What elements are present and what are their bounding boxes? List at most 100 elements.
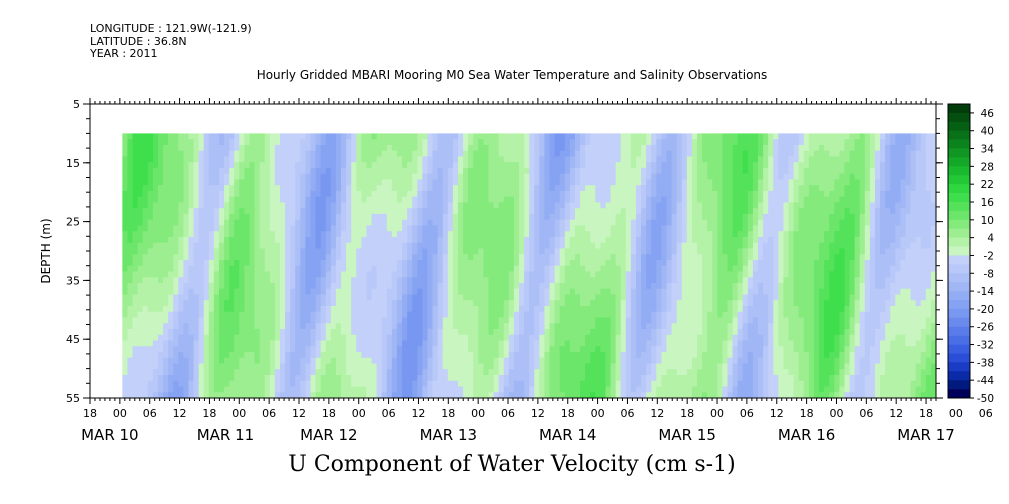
heatmap-cell xyxy=(513,225,520,232)
heatmap-cell xyxy=(285,357,291,364)
heatmap-cell xyxy=(127,277,133,284)
heatmap-cell xyxy=(320,357,327,364)
heatmap-cell xyxy=(218,133,225,140)
heatmap-cell xyxy=(635,374,642,382)
heatmap-cell xyxy=(468,386,474,393)
heatmap-cell xyxy=(279,340,286,347)
heatmap-cell xyxy=(371,167,378,175)
heatmap-cell xyxy=(198,294,205,301)
heatmap-cell xyxy=(132,162,139,169)
heatmap-cell xyxy=(432,219,439,226)
heatmap-cell xyxy=(361,328,367,336)
heatmap-cell xyxy=(615,265,622,272)
heatmap-cell xyxy=(122,277,128,284)
heatmap-cell xyxy=(198,271,205,278)
heatmap-cell xyxy=(346,265,352,272)
heatmap-cell xyxy=(183,305,189,313)
heatmap-cell xyxy=(513,282,520,290)
heatmap-cell xyxy=(635,328,642,336)
heatmap-cell xyxy=(315,357,322,364)
heatmap-cell xyxy=(330,219,337,226)
heatmap-cell xyxy=(483,190,489,198)
heatmap-cell xyxy=(264,179,271,186)
heatmap-cell xyxy=(152,225,159,232)
heatmap-cell xyxy=(666,294,672,301)
heatmap-cell xyxy=(351,386,357,393)
heatmap-cell xyxy=(422,150,428,157)
heatmap-cell xyxy=(488,190,494,198)
heatmap-cell xyxy=(590,254,596,261)
heatmap-cell xyxy=(127,219,133,226)
heatmap-cell xyxy=(656,225,662,232)
heatmap-cell xyxy=(330,300,337,307)
heatmap-cell xyxy=(366,300,372,307)
heatmap-cell xyxy=(585,225,591,232)
heatmap-cell xyxy=(381,323,388,330)
heatmap-cell xyxy=(417,248,423,255)
heatmap-cell xyxy=(163,282,169,290)
heatmap-cell xyxy=(539,265,545,272)
heatmap-cell xyxy=(625,323,632,330)
metadata-block: LONGITUDE : 121.9W(-121.9) LATITUDE : 36… xyxy=(90,22,252,61)
heatmap-cell xyxy=(305,392,311,399)
heatmap-cell xyxy=(402,259,408,267)
heatmap-cell xyxy=(315,259,322,267)
heatmap-cell xyxy=(249,248,255,255)
heatmap-cell xyxy=(595,363,601,370)
heatmap-cell xyxy=(529,392,535,399)
heatmap-cell xyxy=(218,351,225,359)
heatmap-cell xyxy=(234,202,240,209)
heatmap-cell xyxy=(498,133,505,140)
heatmap-cell xyxy=(361,213,367,221)
heatmap-cell xyxy=(188,317,194,324)
heatmap-cell xyxy=(173,242,179,249)
heatmap-cell xyxy=(488,351,494,359)
heatmap-cell xyxy=(132,248,139,255)
heatmap-cell xyxy=(554,167,561,175)
heatmap-cell xyxy=(447,277,454,284)
heatmap-cell xyxy=(127,208,133,215)
heatmap-cell xyxy=(442,300,449,307)
heatmap-cell xyxy=(244,213,250,221)
heatmap-cell xyxy=(224,236,230,244)
heatmap-cell xyxy=(218,231,225,238)
heatmap-cell xyxy=(590,386,596,393)
heatmap-cell xyxy=(213,236,220,244)
heatmap-cell xyxy=(544,213,550,221)
heatmap-cell xyxy=(290,150,296,157)
heatmap-cell xyxy=(585,380,591,387)
heatmap-cell xyxy=(463,311,469,318)
heatmap-cell xyxy=(508,311,515,318)
heatmap-cell xyxy=(188,386,194,393)
heatmap-cell xyxy=(549,150,555,157)
heatmap-cell xyxy=(620,179,627,186)
heatmap-cell xyxy=(483,277,489,284)
heatmap-cell xyxy=(163,179,169,186)
heatmap-cell xyxy=(529,305,535,313)
heatmap-cell xyxy=(335,219,342,226)
heatmap-cell xyxy=(595,288,601,295)
heatmap-cell xyxy=(396,374,403,382)
heatmap-cell xyxy=(356,265,362,272)
heatmap-cell xyxy=(457,208,464,215)
heatmap-cell xyxy=(152,236,159,244)
heatmap-cell xyxy=(605,259,611,267)
heatmap-cell xyxy=(213,231,220,238)
heatmap-cell xyxy=(391,288,398,295)
heatmap-cell xyxy=(493,300,500,307)
heatmap-cell xyxy=(381,317,388,324)
heatmap-cell xyxy=(554,259,561,267)
heatmap-cell xyxy=(513,133,520,140)
heatmap-cell xyxy=(234,139,240,146)
heatmap-cell xyxy=(478,392,484,399)
heatmap-cell xyxy=(356,311,362,318)
heatmap-cell xyxy=(615,248,622,255)
heatmap-cell xyxy=(269,265,276,272)
heatmap-cell xyxy=(519,167,525,175)
heatmap-cell xyxy=(213,346,220,353)
heatmap-cell xyxy=(132,265,139,272)
heatmap-cell xyxy=(239,156,245,163)
heatmap-cell xyxy=(417,369,423,376)
heatmap-cell xyxy=(224,133,230,140)
heatmap-cell xyxy=(346,259,352,267)
